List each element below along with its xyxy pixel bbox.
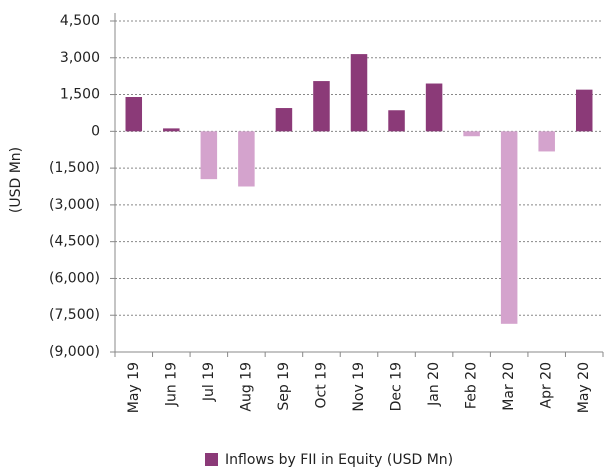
bar bbox=[275, 108, 293, 132]
x-tick-label: Feb 20 bbox=[464, 362, 480, 409]
bar bbox=[538, 131, 555, 152]
y-axis-label: (USD Mn) bbox=[8, 147, 24, 213]
bar bbox=[313, 81, 330, 132]
bar bbox=[463, 131, 480, 137]
bar bbox=[163, 128, 180, 132]
bar bbox=[388, 110, 405, 132]
x-tick-label: Mar 20 bbox=[501, 362, 517, 411]
x-tick-label: May 19 bbox=[126, 362, 142, 413]
y-tick-label: (6,000) bbox=[49, 270, 100, 286]
x-tick-label: Jan 20 bbox=[426, 362, 442, 407]
y-tick-label: 3,000 bbox=[60, 50, 100, 66]
y-tick-label: 4,500 bbox=[60, 13, 100, 29]
x-tick-label: Jul 19 bbox=[201, 362, 217, 402]
bar bbox=[200, 131, 218, 180]
x-tick-label: May 20 bbox=[576, 362, 592, 413]
y-tick-label: 1,500 bbox=[60, 87, 100, 103]
legend-label: Inflows by FII in Equity (USD Mn) bbox=[225, 452, 453, 468]
bar bbox=[500, 131, 518, 324]
y-tick-label: (4,500) bbox=[49, 234, 100, 250]
x-tick-label: Oct 19 bbox=[313, 362, 329, 408]
x-tick-label: Nov 19 bbox=[351, 362, 367, 412]
bar bbox=[238, 131, 255, 187]
x-tick-label: Apr 20 bbox=[539, 362, 555, 408]
y-tick-label: 0 bbox=[91, 123, 100, 139]
legend-swatch bbox=[205, 453, 218, 466]
x-tick-label: Dec 19 bbox=[389, 362, 405, 411]
y-tick-label: (1,500) bbox=[49, 160, 100, 176]
bar bbox=[425, 83, 443, 132]
bar bbox=[125, 97, 143, 132]
x-tick-label: Aug 19 bbox=[238, 362, 254, 412]
y-tick-label: (7,500) bbox=[49, 307, 100, 323]
bar bbox=[350, 54, 368, 132]
y-tick-label: (3,000) bbox=[49, 197, 100, 213]
bar bbox=[575, 89, 593, 132]
y-tick-label: (9,000) bbox=[49, 344, 100, 360]
x-tick-label: Jun 19 bbox=[163, 362, 179, 407]
x-tick-label: Sep 19 bbox=[276, 362, 292, 411]
